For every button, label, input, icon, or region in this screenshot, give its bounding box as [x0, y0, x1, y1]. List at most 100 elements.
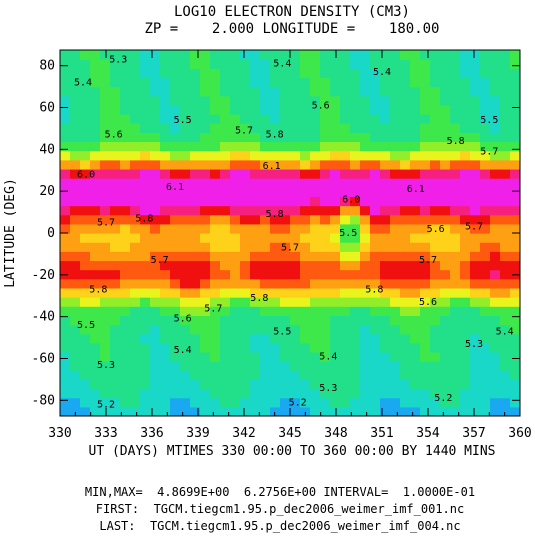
- y-tick-label: 0: [47, 226, 55, 241]
- heatmap-cell: [300, 104, 311, 115]
- heatmap-cell: [300, 141, 311, 152]
- heatmap-cell: [310, 168, 321, 179]
- heatmap-cell: [360, 297, 371, 307]
- heatmap-cell: [440, 324, 451, 335]
- heatmap-cell: [290, 287, 301, 298]
- heatmap-cell: [310, 123, 321, 133]
- heatmap-cell: [350, 333, 361, 344]
- heatmap-cell: [250, 233, 261, 243]
- heatmap-cell: [380, 269, 391, 280]
- heatmap-cell: [440, 59, 451, 69]
- heatmap-cell: [440, 77, 451, 88]
- heatmap-cell: [470, 333, 481, 344]
- heatmap-cell: [390, 251, 401, 262]
- heatmap-cell: [170, 59, 181, 69]
- heatmap-cell: [320, 104, 331, 115]
- heatmap-cell: [80, 123, 91, 133]
- heatmap-cell: [110, 86, 121, 97]
- heatmap-cell: [270, 132, 281, 143]
- heatmap-cell: [120, 278, 131, 289]
- heatmap-cell: [230, 342, 241, 353]
- heatmap-cell: [330, 223, 341, 234]
- heatmap-cell: [390, 68, 401, 79]
- heatmap-cell: [370, 388, 381, 399]
- heatmap-cell: [500, 68, 511, 79]
- heatmap-cell: [370, 159, 381, 170]
- heatmap-cell: [200, 141, 211, 152]
- heatmap-cell: [470, 297, 481, 307]
- heatmap-cell: [360, 306, 371, 316]
- heatmap-cell: [150, 150, 161, 161]
- heatmap-cell: [110, 77, 121, 88]
- heatmap-cell: [470, 168, 481, 179]
- contour-label: 5.7: [465, 222, 483, 233]
- heatmap-cell: [190, 406, 201, 416]
- heatmap-cell: [320, 114, 331, 124]
- heatmap-cell: [340, 397, 351, 408]
- heatmap-cell: [500, 159, 511, 170]
- x-tick-label: 351: [370, 426, 393, 441]
- heatmap-cell: [500, 196, 511, 207]
- heatmap-cell: [350, 50, 361, 60]
- heatmap-cell: [240, 95, 251, 106]
- heatmap-cell: [160, 114, 171, 124]
- heatmap-cell: [230, 86, 241, 97]
- heatmap-cell: [320, 242, 331, 252]
- heatmap-cell: [130, 159, 141, 170]
- heatmap-cell: [450, 370, 461, 380]
- heatmap-cell: [310, 397, 321, 408]
- heatmap-cell: [340, 269, 351, 280]
- heatmap-cell: [440, 150, 451, 161]
- heatmap-cell: [250, 214, 261, 225]
- heatmap-cell: [190, 361, 201, 371]
- heatmap-cell: [340, 333, 351, 344]
- heatmap-cell: [160, 260, 171, 271]
- heatmap-cell: [380, 141, 391, 152]
- heatmap-cell: [350, 196, 361, 207]
- contour-label: 5.4: [273, 59, 291, 70]
- heatmap-cell: [130, 196, 141, 207]
- heatmap-cell: [300, 233, 311, 243]
- heatmap-cell: [90, 233, 101, 243]
- contour-label: 5.4: [496, 326, 514, 337]
- heatmap-cell: [370, 370, 381, 380]
- heatmap-cell: [180, 187, 191, 197]
- heatmap-cell: [90, 123, 101, 133]
- heatmap-cell: [90, 132, 101, 143]
- heatmap-cell: [280, 95, 291, 106]
- heatmap-cell: [230, 269, 241, 280]
- heatmap-cell: [430, 141, 441, 152]
- heatmap-cell: [170, 68, 181, 79]
- heatmap-cell: [290, 77, 301, 88]
- heatmap-cell: [70, 278, 81, 289]
- heatmap-cell: [170, 361, 181, 371]
- heatmap-cell: [320, 50, 331, 60]
- heatmap-cell: [180, 251, 191, 262]
- heatmap-cell: [390, 297, 401, 307]
- heatmap-cell: [150, 196, 161, 207]
- heatmap-cell: [210, 260, 221, 271]
- heatmap-cell: [120, 132, 131, 143]
- heatmap-cell: [470, 233, 481, 243]
- heatmap-cell: [190, 342, 201, 353]
- heatmap-cell: [300, 77, 311, 88]
- heatmap-cell: [450, 397, 461, 408]
- heatmap-cell: [350, 86, 361, 97]
- heatmap-cell: [270, 59, 281, 69]
- heatmap-cell: [210, 68, 221, 79]
- heatmap-cell: [250, 260, 261, 271]
- heatmap-cell: [240, 287, 251, 298]
- heatmap-cell: [450, 388, 461, 399]
- heatmap-cell: [330, 315, 341, 326]
- heatmap-cell: [150, 214, 161, 225]
- heatmap-cell: [430, 150, 441, 161]
- heatmap-cell: [80, 251, 91, 262]
- heatmap-cell: [110, 187, 121, 197]
- heatmap-cell: [260, 269, 271, 280]
- heatmap-cell: [340, 59, 351, 69]
- contour-label: 6.0: [77, 169, 95, 180]
- heatmap-cell: [430, 242, 441, 252]
- heatmap-cell: [210, 86, 221, 97]
- heatmap-cell: [380, 132, 391, 143]
- heatmap-cell: [80, 324, 91, 335]
